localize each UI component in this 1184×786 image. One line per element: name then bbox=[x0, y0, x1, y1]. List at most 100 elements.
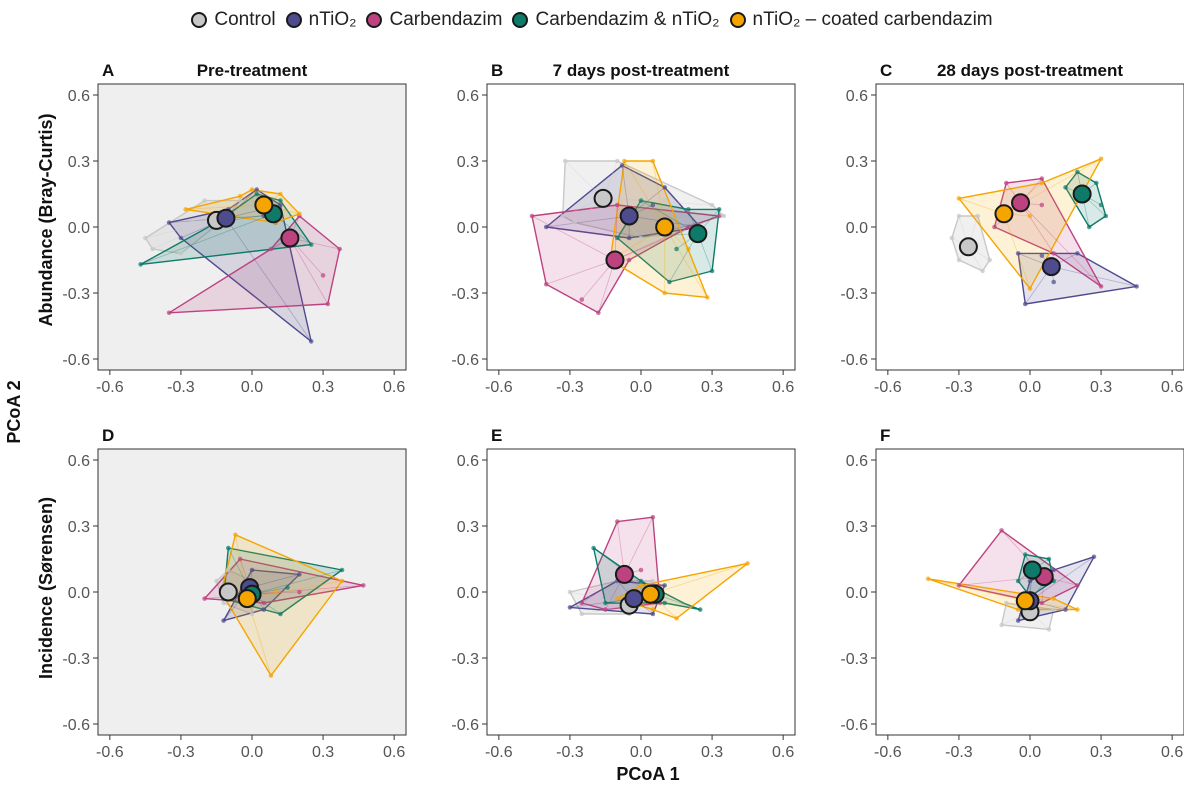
sample-point-ntio2 bbox=[254, 187, 260, 192]
centroid-coated bbox=[640, 584, 660, 604]
y-tick-label: 0.3 bbox=[457, 519, 479, 536]
y-tick-label: 0.3 bbox=[846, 154, 868, 171]
x-tick-label: 0.0 bbox=[630, 744, 652, 761]
legend-label-coated: nTiO₂ – coated carbendazim bbox=[752, 9, 993, 30]
sample-point-coated bbox=[650, 158, 656, 164]
sample-point-carbendazim bbox=[615, 519, 620, 524]
sample-point-coated bbox=[650, 607, 656, 612]
legend-item-carbendazim: Carbendazim bbox=[366, 9, 502, 31]
sample-point-control bbox=[975, 213, 981, 219]
spoke-carb_ntio2 bbox=[140, 213, 274, 265]
sample-point-ntio2 bbox=[278, 202, 283, 208]
sample-point-carb_ntio2 bbox=[697, 607, 703, 612]
sample-point-coated bbox=[615, 596, 620, 601]
legend-swatch-ntio2 bbox=[285, 12, 302, 28]
sample-point-coated bbox=[956, 196, 962, 201]
row-title-incidence: Incidence (Sørensen) bbox=[36, 497, 56, 679]
sample-point-carbendazim bbox=[166, 310, 172, 316]
sample-point-control bbox=[956, 213, 962, 219]
sample-point-carbendazim bbox=[686, 224, 691, 230]
centroid-carbendazim bbox=[280, 228, 300, 248]
x-tick-label: 0.3 bbox=[312, 744, 334, 761]
sample-point-coated bbox=[1098, 156, 1104, 162]
sample-point-control bbox=[226, 567, 231, 573]
sample-point-control bbox=[221, 600, 226, 606]
sample-point-ntio2 bbox=[297, 572, 302, 577]
legend-item-coated: nTiO₂ – coated carbendazim bbox=[729, 9, 993, 31]
x-tick-label: 0.0 bbox=[241, 744, 263, 761]
y-tick-label: -0.6 bbox=[62, 352, 90, 369]
sample-point-carb_ntio2 bbox=[1094, 180, 1099, 186]
spoke-coated bbox=[928, 578, 1026, 602]
x-tick-label: 0.3 bbox=[1090, 744, 1112, 761]
spoke-carbendazim bbox=[614, 215, 720, 261]
panel-f: F -0.6 -0.6 -0.3 -0.3 0.0 0.0 0.3 0.3 0.6 0.6 bbox=[840, 426, 1184, 761]
spoke-ntio2 bbox=[1051, 266, 1137, 287]
sample-point-ntio2 bbox=[1051, 279, 1056, 285]
sample-point-coated bbox=[297, 211, 302, 217]
y-tick-label: -0.3 bbox=[840, 286, 868, 303]
sample-point-ntio2 bbox=[662, 185, 667, 190]
sample-point-coated bbox=[339, 578, 345, 584]
panel-letter: D bbox=[102, 426, 114, 445]
sample-point-control bbox=[1051, 607, 1056, 612]
panel-a: A Pre-treatment -0.6 -0.6 -0.3 -0.3 0.0 0.0 0.3 0… bbox=[62, 61, 407, 396]
sample-point-control bbox=[143, 235, 148, 241]
centroid-carb_ntio2 bbox=[1022, 560, 1042, 580]
sample-point-carbendazim bbox=[1051, 251, 1056, 256]
sample-point-carbendazim bbox=[596, 310, 601, 316]
y-tick-label: 0.0 bbox=[68, 220, 90, 237]
centroid-ntio2 bbox=[216, 208, 236, 228]
sample-point-carbendazim bbox=[529, 213, 535, 219]
sample-point-coated bbox=[237, 193, 243, 199]
sample-point-carbendazim bbox=[202, 596, 207, 601]
sample-point-carb_ntio2 bbox=[667, 279, 672, 285]
x-tick-label: -0.6 bbox=[874, 379, 902, 396]
sample-point-control bbox=[956, 257, 962, 263]
sample-point-coated bbox=[1015, 607, 1021, 612]
sample-point-carbendazim bbox=[579, 297, 585, 302]
panel-letter: A bbox=[102, 61, 114, 80]
sample-point-ntio2 bbox=[650, 611, 656, 617]
panel-background bbox=[487, 449, 795, 735]
sample-point-control bbox=[237, 198, 243, 203]
sample-point-carbendazim bbox=[237, 556, 243, 562]
sample-point-control bbox=[662, 198, 667, 203]
panel-title: Pre-treatment bbox=[197, 61, 308, 80]
legend-item-ntio2: nTiO₂ bbox=[285, 9, 356, 31]
spoke-coated bbox=[624, 160, 666, 228]
sample-point-coated bbox=[249, 187, 255, 192]
sample-point-coated bbox=[1075, 607, 1080, 612]
y-tick-label: 0.3 bbox=[68, 519, 90, 536]
sample-point-carb_ntio2 bbox=[709, 268, 715, 274]
sample-point-ntio2 bbox=[178, 235, 184, 241]
sample-point-carb_ntio2 bbox=[278, 198, 283, 203]
y-tick-label: 0.0 bbox=[457, 585, 479, 602]
x-tick-label: 0.3 bbox=[701, 379, 723, 396]
x-tick-label: -0.3 bbox=[556, 744, 584, 761]
sample-point-carbendazim bbox=[992, 224, 997, 230]
sample-point-carb_ntio2 bbox=[278, 611, 283, 617]
sample-point-control bbox=[560, 213, 566, 219]
sample-point-carbendazim bbox=[615, 202, 620, 208]
sample-point-control bbox=[190, 218, 196, 223]
sample-point-carb_ntio2 bbox=[1063, 185, 1068, 190]
panel-c: C 28 days post-treatment -0.6 -0.6 -0.3 -0.3 0… bbox=[840, 61, 1184, 396]
centroid-coated bbox=[994, 204, 1014, 224]
centroid-carbendazim bbox=[605, 250, 625, 270]
sample-point-carbendazim bbox=[1039, 176, 1045, 181]
panel-letter: F bbox=[880, 426, 890, 445]
sample-point-coated bbox=[1027, 213, 1033, 219]
legend: Control nTiO₂ Carbendazim Carbendazim & nTi… bbox=[0, 6, 1184, 34]
y-tick-label: -0.3 bbox=[62, 286, 90, 303]
sample-point-ntio2 bbox=[1015, 618, 1021, 623]
sample-point-control bbox=[567, 589, 573, 595]
x-tick-label: 0.3 bbox=[312, 379, 334, 396]
x-tick-label: 0.0 bbox=[1019, 744, 1041, 761]
y-tick-label: -0.6 bbox=[451, 352, 479, 369]
spoke-carbendazim bbox=[546, 259, 616, 285]
sample-point-coated bbox=[273, 589, 278, 595]
sample-point-ntio2 bbox=[1027, 578, 1033, 584]
centroid-coated bbox=[655, 217, 675, 237]
sample-point-ntio2 bbox=[1075, 251, 1080, 256]
